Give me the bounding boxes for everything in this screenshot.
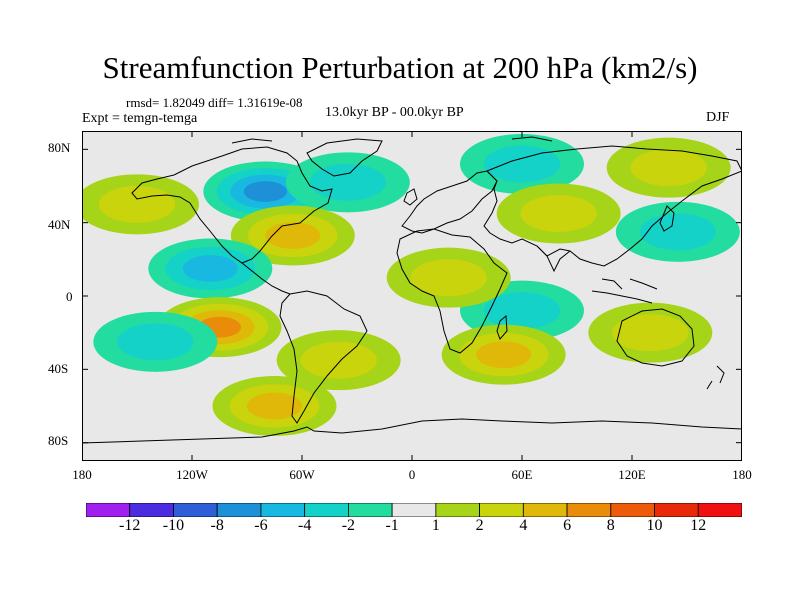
xtick-60w: 60W xyxy=(289,467,315,482)
colorbar-label: 10 xyxy=(646,517,663,534)
colorbar-box-14 xyxy=(697,503,742,517)
colorbar-label: -10 xyxy=(162,517,185,534)
colorbar-label: -12 xyxy=(119,517,141,534)
coast-new-zealand xyxy=(706,365,725,390)
coast-india xyxy=(536,245,571,273)
anomaly-north-pacific-high-level-1 xyxy=(98,185,176,223)
map-plot xyxy=(82,131,742,461)
colorbar-box-13 xyxy=(654,503,699,517)
ytick-80s: 80S xyxy=(48,433,69,448)
experiment-label: Expt = temgn-temga xyxy=(82,111,198,126)
ytick-80n: 80N xyxy=(48,140,71,155)
anomaly-asia-high-level-1 xyxy=(520,195,597,232)
colorbar-box-1 xyxy=(129,503,174,517)
colorbar xyxy=(86,503,742,517)
plot-title: Streamfunction Perturbation at 200 hPa (… xyxy=(102,50,698,85)
colorbar-label: -1 xyxy=(385,517,399,534)
stats-line: rmsd= 1.82049 diff= 1.31619e-08 xyxy=(126,95,303,110)
anomaly-southern-ocean-high-level-2 xyxy=(246,392,303,420)
colorbar-box-12 xyxy=(610,503,655,517)
coast-asia xyxy=(483,145,742,267)
colorbar-label: 12 xyxy=(690,517,707,534)
xtick-60e: 60E xyxy=(511,467,533,482)
tick-marks xyxy=(82,131,742,461)
coast-australia xyxy=(616,308,695,367)
anomaly-indian-ocean-low-level-1 xyxy=(483,292,561,330)
colorbar-label: 1 xyxy=(431,517,440,534)
xtick-120w: 120W xyxy=(176,467,208,482)
coast-central-america xyxy=(241,262,291,295)
xtick-120e: 120E xyxy=(618,467,646,482)
anomaly-tropical-pacific-low-level-2 xyxy=(182,255,238,282)
colorbar-label: -6 xyxy=(254,517,268,534)
colorbar-box-8 xyxy=(435,503,481,517)
coast-south-america xyxy=(279,290,368,424)
anomaly-africa-high-level-1 xyxy=(410,259,487,297)
colorbar-label: 2 xyxy=(475,517,484,534)
colorbar-box-11 xyxy=(566,503,612,517)
coastlines xyxy=(82,136,742,444)
coast-indonesia xyxy=(591,278,658,304)
colorbar-box-5 xyxy=(304,503,349,517)
ytick-40s: 40S xyxy=(48,361,69,376)
xtick-180w: 180 xyxy=(72,467,92,482)
colorbar-label: 8 xyxy=(606,517,615,534)
coast-madagascar xyxy=(496,314,508,340)
colorbar-label: -8 xyxy=(210,517,224,534)
anomaly-arctic-east-high-level-1 xyxy=(630,149,707,187)
colorbar-box-2 xyxy=(173,503,218,517)
anomaly-australia-high-level-1 xyxy=(612,314,689,352)
colorbar-box-0 xyxy=(86,503,131,517)
colorbar-box-4 xyxy=(260,503,306,517)
anomaly-north-atlantic-low-level-1 xyxy=(309,163,386,201)
coast-antarctica xyxy=(82,418,742,444)
colorbar-box-10 xyxy=(522,503,568,517)
colorbar-label: -2 xyxy=(341,517,356,534)
anomaly-south-pacific-low-level-1 xyxy=(117,323,194,361)
coast-africa xyxy=(396,228,508,354)
xtick-180e: 180 xyxy=(732,467,752,482)
anomaly-japan-low-level-1 xyxy=(639,213,716,251)
colorbar-label: 6 xyxy=(563,517,572,534)
anomaly-field xyxy=(82,134,740,436)
colorbar-label: 4 xyxy=(519,517,528,534)
coast-north-america xyxy=(131,146,333,264)
anomaly-south-atlantic-high-level-1 xyxy=(300,341,377,379)
ytick-0: 0 xyxy=(66,289,73,304)
coast-greenland xyxy=(306,138,383,177)
anomaly-north-america-low-level-3 xyxy=(243,181,287,202)
anomaly-south-indian-high-level-2 xyxy=(476,341,532,368)
map-canvas xyxy=(82,131,742,461)
coast-japan xyxy=(659,205,675,232)
colorbar-box-7 xyxy=(391,503,437,517)
colorbar-label: -4 xyxy=(297,517,312,534)
colorbar-box-6 xyxy=(347,503,393,517)
coast-arctic-islands xyxy=(231,136,553,144)
anomaly-gulf-high-level-2 xyxy=(265,222,321,249)
xtick-0: 0 xyxy=(408,467,416,482)
anomaly-siberia-low-level-1 xyxy=(483,145,561,183)
colorbar-box-9 xyxy=(479,503,524,517)
period-label: 13.0kyr BP - 00.0kyr BP xyxy=(325,105,464,120)
coast-uk xyxy=(403,188,418,206)
season-label: DJF xyxy=(706,110,730,125)
ytick-40n: 40N xyxy=(48,217,71,232)
colorbar-box-3 xyxy=(216,503,262,517)
